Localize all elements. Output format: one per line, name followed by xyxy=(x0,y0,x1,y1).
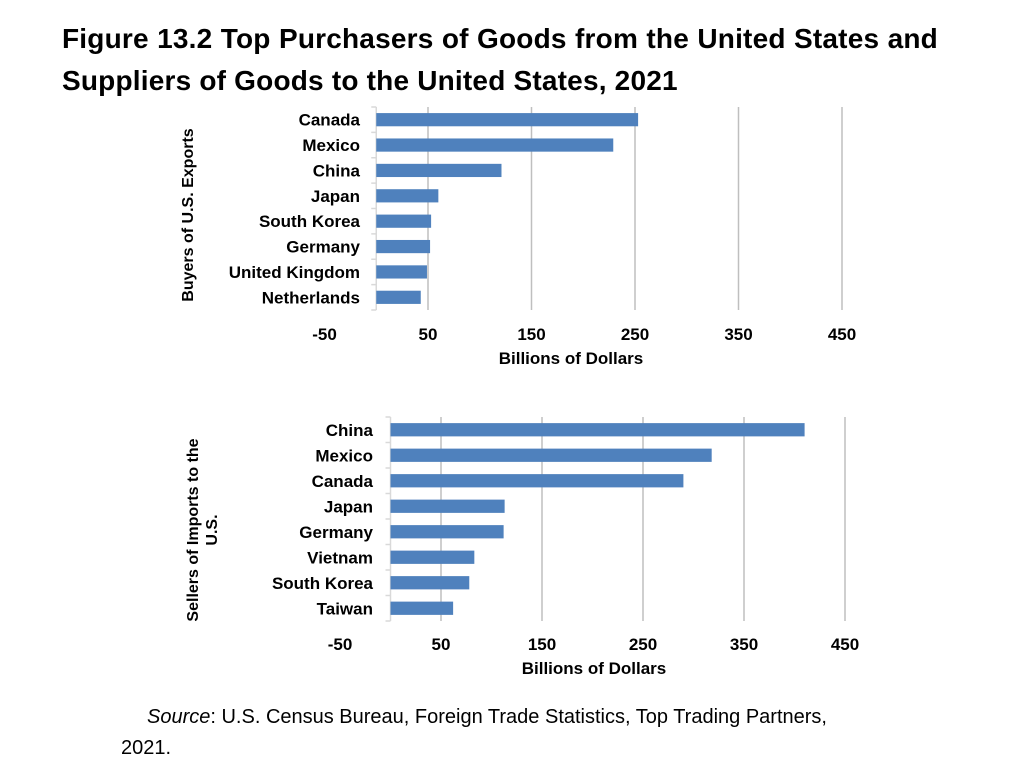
imports-bar xyxy=(390,601,454,615)
imports-category-label: Canada xyxy=(312,472,374,491)
exports-bar xyxy=(376,113,639,127)
imports-x-axis-label: Billions of Dollars xyxy=(522,659,667,678)
imports-tick-label: -50 xyxy=(328,635,353,654)
exports-bar xyxy=(376,214,432,228)
exports-bar xyxy=(376,265,427,279)
imports-category-label: Vietnam xyxy=(307,548,373,567)
exports-bar xyxy=(376,290,421,304)
imports-tick-label: 450 xyxy=(831,635,859,654)
imports-tick-label: 50 xyxy=(432,635,451,654)
imports-tick-label: 150 xyxy=(528,635,556,654)
source-label: Source xyxy=(147,706,211,728)
imports-category-label: China xyxy=(326,421,374,440)
imports-bar xyxy=(390,499,505,513)
exports-tick-label: -50 xyxy=(312,325,337,344)
exports-category-label: Mexico xyxy=(302,136,360,155)
figure-title: Figure 13.2 Top Purchasers of Goods from… xyxy=(62,23,938,96)
exports-x-axis-label: Billions of Dollars xyxy=(499,349,644,368)
imports-category-label: Japan xyxy=(324,497,373,516)
exports-category-label: United Kingdom xyxy=(229,263,360,282)
exports-bar xyxy=(376,138,614,152)
exports-category-label: China xyxy=(313,161,361,180)
exports-tick-label: 250 xyxy=(621,325,649,344)
exports-tick-label: 450 xyxy=(828,325,856,344)
imports-bar xyxy=(390,550,475,564)
exports-category-label: Canada xyxy=(299,111,361,130)
exports-bar xyxy=(376,163,502,178)
source-text: : U.S. Census Bureau, Foreign Trade Stat… xyxy=(121,706,827,759)
imports-bar xyxy=(390,423,805,437)
imports-tick-label: 350 xyxy=(730,635,758,654)
imports-category-label: Germany xyxy=(299,523,373,542)
source-note: Source: U.S. Census Bureau, Foreign Trad… xyxy=(121,702,881,764)
exports-category-label: South Korea xyxy=(259,212,361,231)
imports-category-label: Mexico xyxy=(315,446,373,465)
imports-tick-label: 250 xyxy=(629,635,657,654)
imports-bar xyxy=(390,525,504,539)
imports-category-label: Taiwan xyxy=(317,599,373,618)
exports-tick-label: 150 xyxy=(517,325,545,344)
exports-bar xyxy=(376,189,439,203)
imports-bar xyxy=(390,474,684,488)
exports-category-label: Japan xyxy=(311,187,360,206)
exports-tick-label: 350 xyxy=(724,325,752,344)
exports-category-label: Germany xyxy=(286,238,360,257)
imports-bar xyxy=(390,448,712,462)
exports-bar xyxy=(376,239,431,254)
exports-tick-label: 50 xyxy=(419,325,438,344)
imports-y-axis-label: Sellers of Imports to the U.S. xyxy=(185,438,221,621)
exports-category-label: Netherlands xyxy=(262,288,360,307)
exports-y-axis-label: Buyers of U.S. Exports xyxy=(180,128,197,301)
imports-bar xyxy=(390,576,470,590)
imports-category-label: South Korea xyxy=(272,574,374,593)
